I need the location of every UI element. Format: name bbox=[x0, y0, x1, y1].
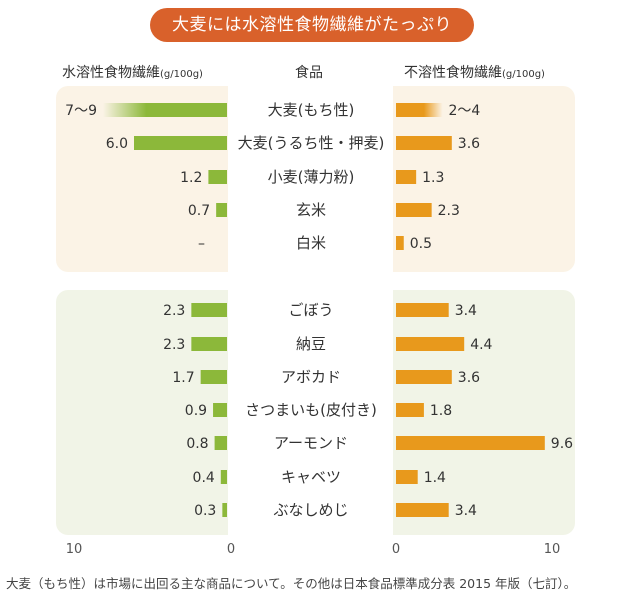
food-label: 納豆 bbox=[296, 335, 326, 353]
insoluble-bar bbox=[396, 370, 452, 384]
insoluble-bar bbox=[396, 236, 404, 250]
food-label: キャベツ bbox=[281, 468, 341, 486]
insoluble-value-label: 1.4 bbox=[424, 470, 446, 486]
soluble-value-label: 7〜9 bbox=[65, 103, 97, 119]
soluble-value-label: 0.9 bbox=[185, 403, 207, 419]
insoluble-bar bbox=[396, 136, 452, 150]
soluble-header: 水溶性食物繊維(g/100g) bbox=[62, 62, 203, 82]
soluble-value-label: 0.3 bbox=[194, 503, 216, 519]
insoluble-bar bbox=[396, 337, 465, 351]
insoluble-header: 不溶性食物繊維(g/100g) bbox=[404, 62, 545, 82]
soluble-bar bbox=[208, 170, 227, 184]
insoluble-bar bbox=[396, 170, 417, 184]
soluble-bar bbox=[222, 503, 227, 517]
soluble-header-text: 水溶性食物繊維 bbox=[62, 65, 160, 81]
soluble-value-label: 1.7 bbox=[172, 370, 194, 386]
insoluble-bar bbox=[396, 203, 432, 217]
insoluble-header-text: 不溶性食物繊維 bbox=[404, 65, 502, 81]
food-label: ごぼう bbox=[288, 301, 333, 319]
insoluble-value-label: 0.5 bbox=[410, 236, 432, 252]
insoluble-bar bbox=[396, 503, 449, 517]
others-food-column bbox=[228, 290, 393, 535]
insoluble-value-label: 3.6 bbox=[458, 136, 480, 152]
food-label: 大麦(うるち性・押麦) bbox=[238, 134, 385, 152]
axis-tick-right-10: 10 bbox=[544, 542, 561, 557]
soluble-bar bbox=[220, 470, 227, 484]
grains-food-column bbox=[228, 86, 393, 272]
insoluble-value-label: 3.6 bbox=[458, 370, 480, 386]
soluble-unit: (g/100g) bbox=[160, 69, 203, 80]
soluble-value-label: 2.3 bbox=[163, 303, 185, 319]
soluble-bar bbox=[191, 337, 227, 351]
insoluble-value-label: 1.3 bbox=[422, 170, 444, 186]
axis-tick-right-0: 0 bbox=[392, 542, 400, 557]
soluble-value-label: – bbox=[198, 236, 205, 252]
insoluble-value-label: 2.3 bbox=[438, 203, 460, 219]
soluble-bar bbox=[213, 403, 227, 417]
soluble-value-label: 6.0 bbox=[106, 136, 128, 152]
insoluble-value-label: 1.8 bbox=[430, 403, 452, 419]
soluble-value-label: 1.2 bbox=[180, 170, 202, 186]
soluble-bar bbox=[200, 370, 227, 384]
soluble-value-label: 0.8 bbox=[186, 436, 208, 452]
axis-tick-left-0: 0 bbox=[227, 542, 235, 557]
insoluble-bar bbox=[396, 303, 449, 317]
insoluble-bar bbox=[396, 403, 424, 417]
food-label: 玄米 bbox=[296, 201, 326, 219]
soluble-value-label: 0.4 bbox=[193, 470, 215, 486]
food-label: 大麦(もち性) bbox=[268, 101, 355, 119]
insoluble-value-label: 3.4 bbox=[455, 503, 477, 519]
insoluble-value-label: 2〜4 bbox=[449, 103, 481, 119]
insoluble-value-label: 4.4 bbox=[470, 337, 492, 353]
insoluble-value-label: 9.6 bbox=[551, 436, 573, 452]
food-label: さつまいも(皮付き) bbox=[245, 401, 377, 419]
soluble-bar bbox=[191, 303, 227, 317]
insoluble-bar bbox=[396, 470, 418, 484]
soluble-value-label: 2.3 bbox=[163, 337, 185, 353]
soluble-bar bbox=[134, 136, 227, 150]
axis-tick-left-10: 10 bbox=[66, 542, 83, 557]
soluble-value-label: 0.7 bbox=[188, 203, 210, 219]
food-label: アボカド bbox=[281, 368, 341, 386]
insoluble-unit: (g/100g) bbox=[502, 69, 545, 80]
food-label: 小麦(薄力粉) bbox=[268, 168, 355, 186]
food-header: 食品 bbox=[295, 65, 323, 81]
food-label: アーモンド bbox=[274, 434, 348, 452]
soluble-bar bbox=[103, 103, 227, 117]
insoluble-value-label: 3.4 bbox=[455, 303, 477, 319]
soluble-bar bbox=[216, 203, 227, 217]
title-banner: 大麦には水溶性食物繊維がたっぷり bbox=[150, 8, 474, 42]
insoluble-bar bbox=[396, 103, 443, 117]
soluble-bar bbox=[214, 436, 227, 450]
food-label: 白米 bbox=[296, 234, 326, 252]
insoluble-bar bbox=[396, 436, 545, 450]
footnote: 大麦（もち性）は市場に出回る主な商品について。その他は日本食品標準成分表 201… bbox=[6, 576, 577, 591]
food-label: ぶなしめじ bbox=[273, 501, 348, 519]
